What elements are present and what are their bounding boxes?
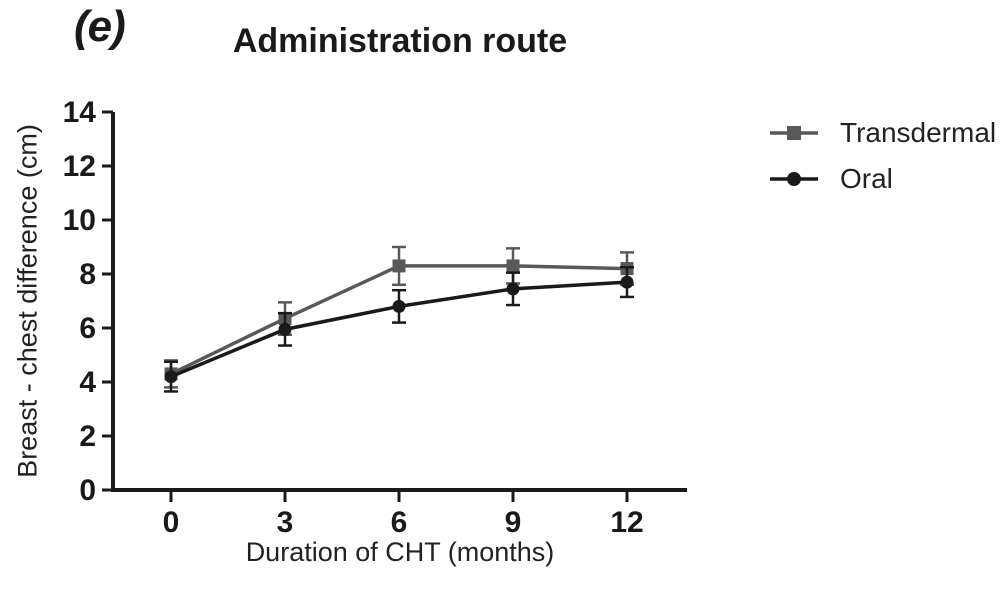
x-tick-label: 9 xyxy=(505,506,522,539)
y-tick-label: 12 xyxy=(63,150,96,183)
legend-item-transdermal: Transdermal xyxy=(770,110,996,156)
y-tick-label: 0 xyxy=(79,474,96,507)
legend-label: Transdermal xyxy=(840,117,997,148)
x-tick-label: 3 xyxy=(277,506,294,539)
legend-circle-marker-icon xyxy=(770,172,818,186)
legend-circle-icon xyxy=(787,172,801,186)
chart-title: Administration route xyxy=(232,22,568,60)
data-point-circle xyxy=(620,275,634,289)
y-tick-label: 6 xyxy=(79,312,96,345)
x-tick-label: 0 xyxy=(163,506,180,539)
legend-square-marker-icon xyxy=(770,126,818,140)
data-point-circle xyxy=(164,370,178,384)
x-axis-label: Duration of CHT (months) xyxy=(245,537,555,567)
y-tick-label: 8 xyxy=(79,258,96,291)
y-tick-label: 14 xyxy=(63,96,97,129)
y-tick-label: 2 xyxy=(79,420,96,453)
data-point-square xyxy=(506,259,520,273)
legend-item-oral: Oral xyxy=(770,156,996,202)
x-tick-label: 6 xyxy=(391,506,408,539)
data-point-square xyxy=(392,259,406,273)
data-point-circle xyxy=(278,322,292,336)
y-tick-label: 10 xyxy=(63,204,96,237)
panel-label: (e) xyxy=(74,2,126,51)
y-tick-label: 4 xyxy=(79,366,96,399)
legend-label: Oral xyxy=(840,163,893,194)
legend-square-icon xyxy=(787,126,801,140)
data-point-circle xyxy=(392,299,406,313)
legend: Transdermal Oral xyxy=(770,110,996,202)
x-tick-label: 12 xyxy=(610,506,643,539)
data-point-circle xyxy=(506,282,520,296)
